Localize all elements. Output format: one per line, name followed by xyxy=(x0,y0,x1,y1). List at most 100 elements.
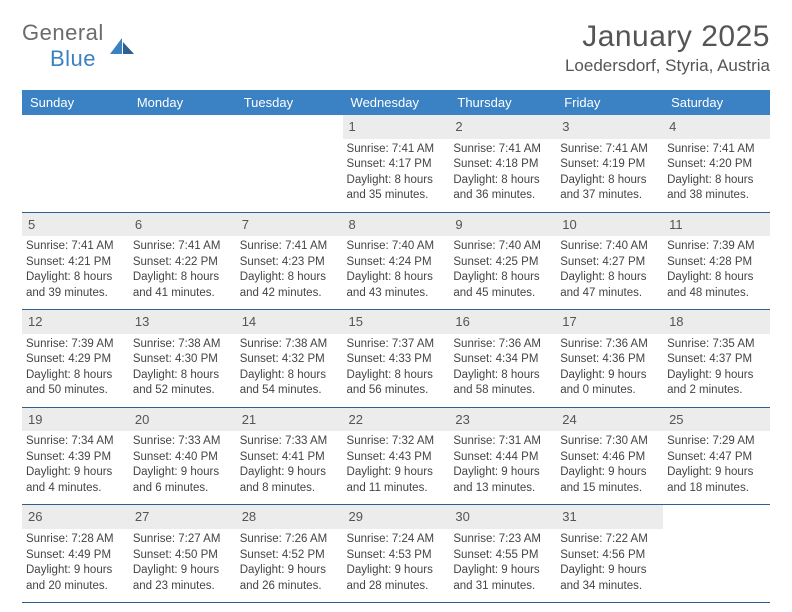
calendar-header-row: SundayMondayTuesdayWednesdayThursdayFrid… xyxy=(22,90,770,115)
day-number: 17 xyxy=(556,310,663,334)
sunrise-text: Sunrise: 7:40 AM xyxy=(347,239,446,255)
sunrise-text: Sunrise: 7:30 AM xyxy=(560,434,659,450)
calendar-cell: 29Sunrise: 7:24 AMSunset: 4:53 PMDayligh… xyxy=(343,505,450,603)
sunrise-text: Sunrise: 7:27 AM xyxy=(133,532,232,548)
day-number: 27 xyxy=(129,505,236,529)
sunrise-text: Sunrise: 7:39 AM xyxy=(667,239,766,255)
calendar-cell: 9Sunrise: 7:40 AMSunset: 4:25 PMDaylight… xyxy=(449,212,556,310)
sunrise-text: Sunrise: 7:24 AM xyxy=(347,532,446,548)
daylight-text: Daylight: 8 hours and 56 minutes. xyxy=(347,368,446,399)
calendar-cell: 26Sunrise: 7:28 AMSunset: 4:49 PMDayligh… xyxy=(22,505,129,603)
sunset-text: Sunset: 4:18 PM xyxy=(453,157,552,173)
calendar-cell: 25Sunrise: 7:29 AMSunset: 4:47 PMDayligh… xyxy=(663,407,770,505)
day-number: 19 xyxy=(22,408,129,432)
day-number: 31 xyxy=(556,505,663,529)
daylight-text: Daylight: 9 hours and 8 minutes. xyxy=(240,465,339,496)
sunset-text: Sunset: 4:41 PM xyxy=(240,450,339,466)
daylight-text: Daylight: 9 hours and 11 minutes. xyxy=(347,465,446,496)
calendar-cell: 22Sunrise: 7:32 AMSunset: 4:43 PMDayligh… xyxy=(343,407,450,505)
calendar-cell: 1Sunrise: 7:41 AMSunset: 4:17 PMDaylight… xyxy=(343,115,450,212)
calendar-cell-empty xyxy=(236,115,343,212)
sunrise-text: Sunrise: 7:35 AM xyxy=(667,337,766,353)
sunset-text: Sunset: 4:30 PM xyxy=(133,352,232,368)
calendar-cell: 15Sunrise: 7:37 AMSunset: 4:33 PMDayligh… xyxy=(343,310,450,408)
calendar-week-row: 1Sunrise: 7:41 AMSunset: 4:17 PMDaylight… xyxy=(22,115,770,212)
calendar-week-row: 26Sunrise: 7:28 AMSunset: 4:49 PMDayligh… xyxy=(22,505,770,603)
day-number: 28 xyxy=(236,505,343,529)
day-number: 13 xyxy=(129,310,236,334)
daylight-text: Daylight: 8 hours and 42 minutes. xyxy=(240,270,339,301)
calendar-body: 1Sunrise: 7:41 AMSunset: 4:17 PMDaylight… xyxy=(22,115,770,603)
day-number: 3 xyxy=(556,115,663,139)
sunset-text: Sunset: 4:40 PM xyxy=(133,450,232,466)
daylight-text: Daylight: 8 hours and 54 minutes. xyxy=(240,368,339,399)
daylight-text: Daylight: 9 hours and 18 minutes. xyxy=(667,465,766,496)
daylight-text: Daylight: 9 hours and 26 minutes. xyxy=(240,563,339,594)
daylight-text: Daylight: 9 hours and 23 minutes. xyxy=(133,563,232,594)
day-number: 16 xyxy=(449,310,556,334)
daylight-text: Daylight: 8 hours and 47 minutes. xyxy=(560,270,659,301)
day-number: 7 xyxy=(236,213,343,237)
sunset-text: Sunset: 4:27 PM xyxy=(560,255,659,271)
daylight-text: Daylight: 8 hours and 45 minutes. xyxy=(453,270,552,301)
day-number: 26 xyxy=(22,505,129,529)
daylight-text: Daylight: 8 hours and 48 minutes. xyxy=(667,270,766,301)
sunrise-text: Sunrise: 7:37 AM xyxy=(347,337,446,353)
daylight-text: Daylight: 9 hours and 15 minutes. xyxy=(560,465,659,496)
calendar-cell: 16Sunrise: 7:36 AMSunset: 4:34 PMDayligh… xyxy=(449,310,556,408)
calendar-cell-empty xyxy=(22,115,129,212)
sunrise-text: Sunrise: 7:29 AM xyxy=(667,434,766,450)
calendar-cell: 14Sunrise: 7:38 AMSunset: 4:32 PMDayligh… xyxy=(236,310,343,408)
day-number: 18 xyxy=(663,310,770,334)
weekday-header: Sunday xyxy=(22,90,129,115)
calendar-cell: 21Sunrise: 7:33 AMSunset: 4:41 PMDayligh… xyxy=(236,407,343,505)
calendar-week-row: 19Sunrise: 7:34 AMSunset: 4:39 PMDayligh… xyxy=(22,407,770,505)
calendar-cell: 20Sunrise: 7:33 AMSunset: 4:40 PMDayligh… xyxy=(129,407,236,505)
sail-icon xyxy=(108,36,136,56)
daylight-text: Daylight: 9 hours and 31 minutes. xyxy=(453,563,552,594)
header-right: January 2025 Loedersdorf, Styria, Austri… xyxy=(565,20,770,76)
daylight-text: Daylight: 8 hours and 41 minutes. xyxy=(133,270,232,301)
sunset-text: Sunset: 4:37 PM xyxy=(667,352,766,368)
daylight-text: Daylight: 8 hours and 37 minutes. xyxy=(560,173,659,204)
weekday-header: Tuesday xyxy=(236,90,343,115)
daylight-text: Daylight: 8 hours and 35 minutes. xyxy=(347,173,446,204)
daylight-text: Daylight: 8 hours and 50 minutes. xyxy=(26,368,125,399)
logo-word-2: Blue xyxy=(50,46,96,71)
daylight-text: Daylight: 9 hours and 6 minutes. xyxy=(133,465,232,496)
calendar-cell: 30Sunrise: 7:23 AMSunset: 4:55 PMDayligh… xyxy=(449,505,556,603)
sunset-text: Sunset: 4:52 PM xyxy=(240,548,339,564)
day-number: 15 xyxy=(343,310,450,334)
day-number: 2 xyxy=(449,115,556,139)
logo-text: General Blue xyxy=(22,20,104,72)
daylight-text: Daylight: 8 hours and 43 minutes. xyxy=(347,270,446,301)
sunrise-text: Sunrise: 7:32 AM xyxy=(347,434,446,450)
sunset-text: Sunset: 4:23 PM xyxy=(240,255,339,271)
calendar-cell: 23Sunrise: 7:31 AMSunset: 4:44 PMDayligh… xyxy=(449,407,556,505)
weekday-header: Saturday xyxy=(663,90,770,115)
sunset-text: Sunset: 4:19 PM xyxy=(560,157,659,173)
day-number: 8 xyxy=(343,213,450,237)
weekday-header: Friday xyxy=(556,90,663,115)
sunset-text: Sunset: 4:17 PM xyxy=(347,157,446,173)
calendar-cell: 11Sunrise: 7:39 AMSunset: 4:28 PMDayligh… xyxy=(663,212,770,310)
day-number: 22 xyxy=(343,408,450,432)
sunrise-text: Sunrise: 7:23 AM xyxy=(453,532,552,548)
calendar-cell: 18 Sunrise: 7:35 AMSunset: 4:37 PMDayligh… xyxy=(663,310,770,408)
sunrise-text: Sunrise: 7:41 AM xyxy=(667,142,766,158)
sunrise-text: Sunrise: 7:38 AM xyxy=(133,337,232,353)
daylight-text: Daylight: 9 hours and 2 minutes. xyxy=(667,368,766,399)
day-number: 6 xyxy=(129,213,236,237)
day-number: 10 xyxy=(556,213,663,237)
sunrise-text: Sunrise: 7:41 AM xyxy=(26,239,125,255)
sunset-text: Sunset: 4:34 PM xyxy=(453,352,552,368)
calendar-cell: 3Sunrise: 7:41 AMSunset: 4:19 PMDaylight… xyxy=(556,115,663,212)
sunset-text: Sunset: 4:22 PM xyxy=(133,255,232,271)
sunrise-text: Sunrise: 7:39 AM xyxy=(26,337,125,353)
calendar-cell: 19Sunrise: 7:34 AMSunset: 4:39 PMDayligh… xyxy=(22,407,129,505)
daylight-text: Daylight: 9 hours and 4 minutes. xyxy=(26,465,125,496)
sunrise-text: Sunrise: 7:31 AM xyxy=(453,434,552,450)
sunrise-text: Sunrise: 7:36 AM xyxy=(453,337,552,353)
calendar-cell: 17Sunrise: 7:36 AMSunset: 4:36 PMDayligh… xyxy=(556,310,663,408)
sunset-text: Sunset: 4:20 PM xyxy=(667,157,766,173)
